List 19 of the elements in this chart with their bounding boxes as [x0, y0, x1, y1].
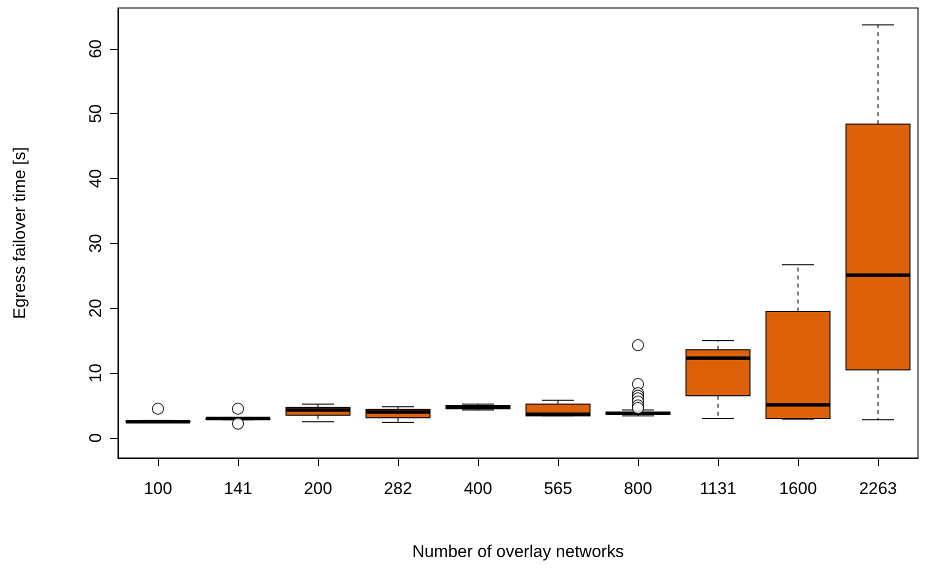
y-tick-label: 60	[86, 39, 105, 58]
y-tick-label: 20	[86, 298, 105, 318]
y-tick-label: 10	[86, 364, 105, 383]
x-tick-label: 1600	[779, 479, 817, 498]
x-tick-label: 100	[144, 479, 172, 498]
y-tick-label: 30	[86, 234, 105, 253]
x-tick-label: 200	[304, 479, 332, 498]
y-tick-label: 40	[86, 169, 105, 188]
x-tick-label: 282	[384, 479, 412, 498]
x-tick-label: 400	[464, 479, 492, 498]
x-tick-label: 565	[544, 479, 572, 498]
x-tick-label: 800	[624, 479, 652, 498]
y-axis-title: Egress failover time [s]	[10, 147, 29, 319]
x-tick-label: 141	[224, 479, 252, 498]
x-axis-title: Number of overlay networks	[412, 542, 624, 561]
x-tick-label: 1131	[700, 479, 736, 498]
x-tick-label: 2263	[859, 479, 897, 498]
y-tick-label: 50	[86, 104, 105, 124]
y-tick-label: 0	[86, 433, 105, 443]
